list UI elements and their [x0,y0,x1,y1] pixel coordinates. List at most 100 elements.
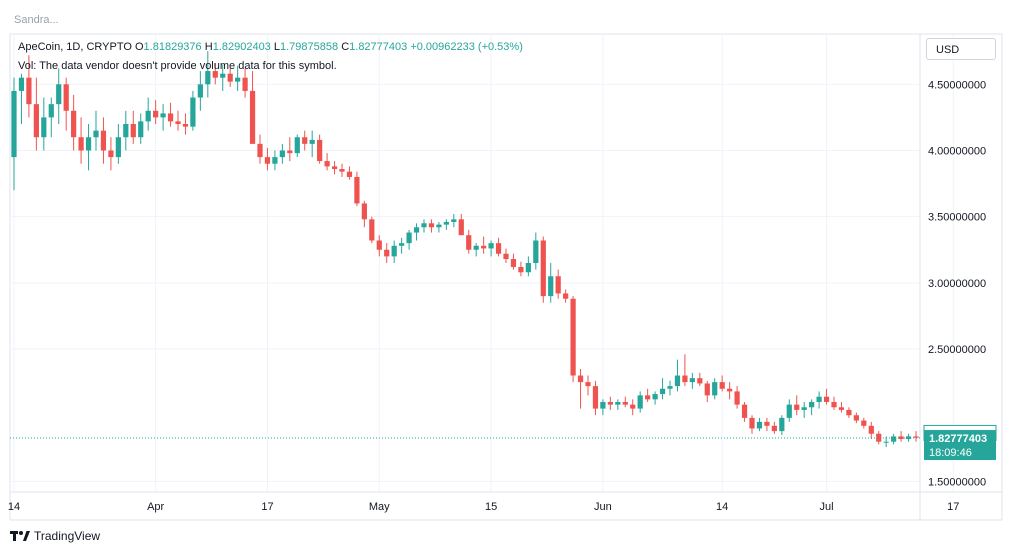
candle-body [287,150,293,154]
candle-body [615,401,621,405]
candle-body [399,243,405,246]
candle-body [108,150,114,158]
candle-body [41,117,47,138]
candle-body [667,386,673,389]
candle-body [674,375,681,387]
high-value: 1.82902403 [212,41,271,53]
candle-body [488,243,494,249]
candle-body [823,396,830,402]
candle-body [272,157,278,164]
candle-body [421,223,427,228]
price-tick-label: 2.50000000 [928,344,986,356]
candle-body [317,139,323,162]
candle-body [622,401,628,405]
time-tick-label: 14 [8,501,20,513]
candle-body [212,71,218,78]
candle-body [428,223,435,228]
tradingview-logo-icon [10,531,30,541]
price-tick-label: 1.50000000 [928,476,986,488]
candle-body [861,420,867,426]
candle-body [309,139,315,144]
candle-body [809,401,815,408]
candle-body [533,240,539,263]
candle-body [570,298,576,376]
low-label: L [273,41,280,53]
candle-body [734,391,740,405]
candle-body [503,253,509,260]
high-label: H [204,41,213,53]
candle-body [697,378,703,384]
change-value: +0.00962233 (+0.53%) [410,41,523,53]
time-tick-label: Jul [820,501,834,513]
candle-body [302,137,308,144]
candle-body [331,166,338,170]
time-tick-label: 15 [485,501,497,513]
close-label: C [341,41,350,53]
candle-body [384,249,390,257]
candle-body [853,415,859,421]
open-value: 1.81829376 [143,41,202,53]
candle-body [913,436,919,438]
last-price-label: 1.82777403 [929,433,987,445]
price-tick-label: 4.50000000 [928,79,986,91]
time-tick-label: 17 [261,501,273,513]
candle-body [689,378,695,383]
candle-body [235,77,241,82]
candle-body [346,171,353,177]
candle-body [361,203,367,220]
candle-body [831,401,837,408]
candle-body [704,383,710,396]
candle-body [585,382,591,387]
candle-body [242,77,248,91]
candle-body [100,130,107,151]
candle-body [257,143,263,158]
tradingview-brand[interactable]: TradingView [10,529,100,543]
candles [11,51,919,447]
candle-body [548,276,554,297]
candle-body [48,104,54,118]
candle-body [846,409,852,416]
candle-body [756,421,763,429]
candle-body [115,137,121,158]
candle-body [876,433,882,442]
candle-body [577,375,584,383]
chart-frame [9,33,1003,521]
currency-button[interactable]: USD [926,38,996,60]
candle-body [190,97,196,127]
candle-body [71,110,77,138]
time-axis[interactable]: 14Apr17May15Jun14Jul17Aug [8,501,1012,513]
bar-countdown-label: 18:09:46 [929,447,972,459]
candle-body [741,404,748,418]
symbol-name: ApeCoin, 1D, CRYPTO [18,41,132,53]
candle-body [376,240,382,250]
price-axis[interactable]: 1.50000000 2.50000000 3.00000000 3.50000000… [928,79,986,488]
candle-body [138,121,144,138]
volume-note: Vol: The data vendor doesn't provide vol… [18,60,337,72]
candle-body [779,417,785,432]
candle-body [145,110,151,122]
candle-body [771,425,777,432]
candle-body [525,263,531,273]
candle-body [816,396,822,402]
candle-body [540,240,546,297]
candle-body [838,407,845,410]
candle-body [167,113,174,122]
candle-body [637,395,643,409]
candle-body [518,266,524,273]
candle-body [85,137,92,151]
candle-body [883,441,889,443]
candle-body [786,404,792,418]
candle-body [436,224,442,228]
open-label: O [134,41,144,53]
candle-body [749,417,755,429]
ohlc-legend: ApeCoin, 1D, CRYPTO O1.81829376 H1.82902… [18,41,523,53]
candle-body [481,245,487,249]
candle-body [682,375,688,383]
candle-body [153,110,159,118]
candle-body [249,90,256,144]
candle-body [220,73,226,78]
candle-body [413,227,420,233]
candle-body [11,90,17,158]
candle-body [160,113,166,118]
